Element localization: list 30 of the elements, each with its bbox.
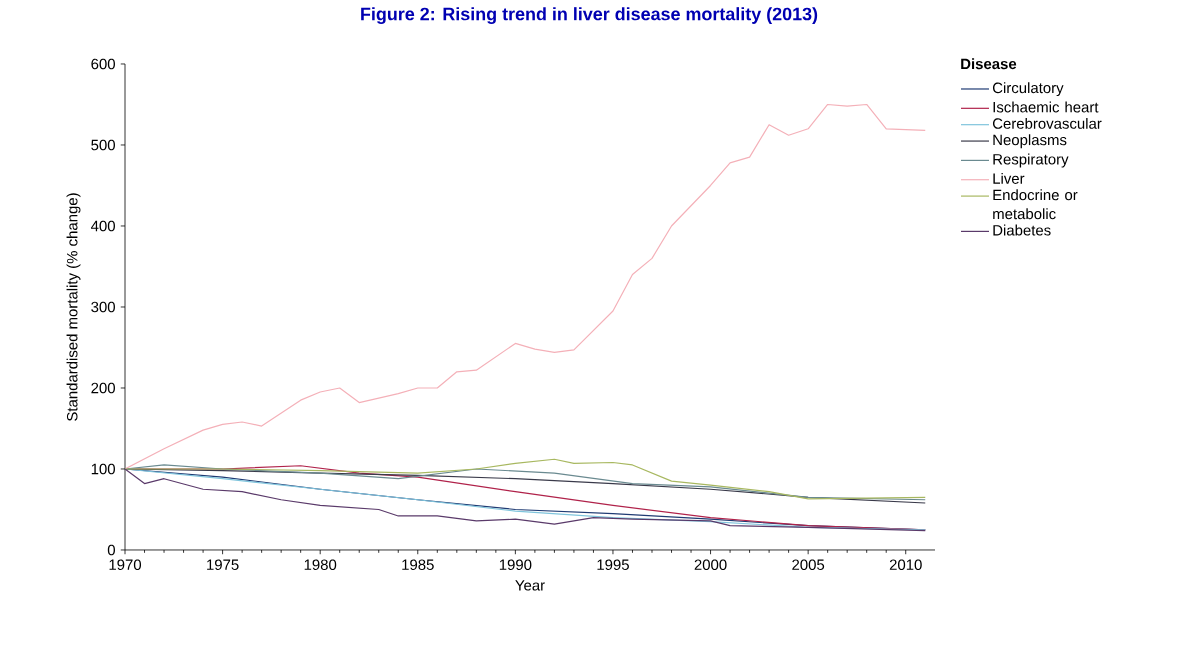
legend-label: Ischaemic heart [993, 101, 1099, 113]
legend-title: Disease [961, 58, 1017, 70]
y-tick-label: 100 [91, 463, 115, 475]
legend-label: Circulatory [992, 82, 1064, 97]
line-series [125, 103, 926, 470]
x-tick-label: 1985 [402, 559, 434, 570]
x-tick-label: 1970 [109, 559, 142, 570]
y-tick-label: 300 [91, 301, 115, 313]
legend-label: Cerebrovascular [992, 117, 1102, 129]
legend-label: Neoplasms [993, 134, 1067, 149]
chart-title: Figure 2: Rising trend in liver disease mortality (2013) [361, 7, 818, 24]
y-tick-label: 600 [91, 58, 115, 70]
y-tick-label: 0 [107, 544, 115, 556]
x-tick-label: 1990 [499, 559, 532, 570]
x-tick-label: 1975 [207, 559, 239, 570]
y-tick-label: 200 [91, 382, 115, 394]
x-tick-label: 2005 [792, 559, 825, 570]
y-tick-label: 500 [91, 139, 115, 151]
x-tick-label: 1995 [597, 559, 629, 570]
y-tick-label: 400 [90, 220, 115, 232]
x-tick-label: 2010 [889, 559, 922, 570]
x-tick-label: 2000 [694, 559, 727, 570]
line-series [125, 458, 926, 500]
y-axis-title: Standardised mortality (% change) [66, 193, 81, 421]
legend-label: Respiratory [993, 153, 1069, 168]
legend-label: Diabetes [993, 224, 1051, 236]
legend-label: Endocrine or metabolic [993, 189, 1078, 220]
x-axis-title: Year [515, 580, 545, 591]
legend-label: Liver [993, 172, 1025, 184]
x-tick-label: 1980 [304, 559, 337, 570]
